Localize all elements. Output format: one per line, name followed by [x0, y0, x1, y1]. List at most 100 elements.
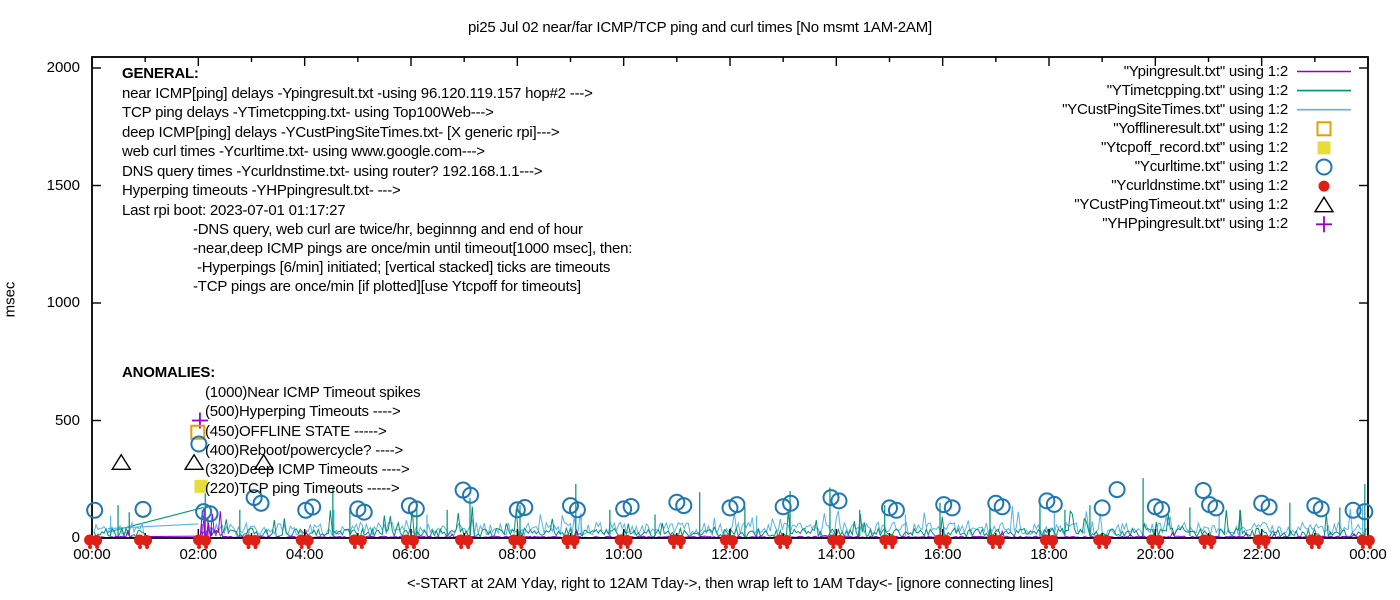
x-tick-label: 00:00: [73, 546, 111, 563]
dns-marker: [1202, 545, 1207, 549]
reboot-marker: [190, 435, 208, 453]
legend-label: "YHPpingresult.txt" using 1:2: [1102, 215, 1288, 233]
dns-marker: [671, 545, 676, 549]
connecting-line: [107, 523, 199, 530]
dns-marker: [200, 535, 212, 546]
web-curl-marker: [830, 492, 848, 510]
dns-marker: [1363, 535, 1375, 546]
dns-marker: [678, 545, 683, 549]
dns-marker: [459, 545, 464, 549]
web-curl-marker: [508, 501, 526, 519]
dns-marker: [781, 535, 793, 546]
web-curl-marker: [1108, 481, 1126, 499]
dns-marker: [1316, 545, 1321, 549]
web-curl-marker: [1260, 498, 1278, 516]
dns-marker: [1259, 535, 1271, 546]
web-curl-marker: [881, 499, 898, 517]
dns-marker: [204, 545, 209, 549]
legend-sample-square-filled: [1317, 141, 1331, 155]
y-tick-label: 0: [71, 529, 80, 546]
dns-marker: [1157, 545, 1162, 549]
note-line: -Hyperpings [6/min] initiated; [vertical…: [193, 259, 611, 276]
dns-marker: [883, 545, 888, 549]
chart-title: pi25 Jul 02 near/far ICMP/TCP ping and c…: [468, 19, 932, 36]
series-deep-icmp-line: [199, 505, 1367, 537]
y-axis-label: msec: [1, 281, 19, 318]
web-curl-marker: [935, 496, 953, 514]
dns-marker: [565, 545, 570, 549]
x-tick-label: 12:00: [711, 546, 749, 563]
dns-marker: [1100, 535, 1112, 546]
general-header: GENERAL:: [122, 65, 199, 82]
legend-sample-square-open: [1316, 121, 1332, 137]
dns-marker: [302, 535, 314, 546]
dns-marker: [625, 545, 630, 549]
web-curl-marker: [1194, 482, 1212, 500]
dns-marker: [1309, 545, 1314, 549]
web-curl-marker: [462, 486, 480, 504]
x-tick-label: 16:00: [923, 546, 962, 563]
dns-marker: [404, 545, 409, 549]
x-tick-label: 20:00: [1136, 546, 1175, 563]
dns-marker: [246, 545, 251, 549]
dns-marker: [197, 545, 202, 549]
dns-marker: [778, 545, 783, 549]
note-line: -DNS query, web curl are twice/hr, begin…: [193, 221, 583, 238]
dns-marker: [886, 535, 898, 546]
anomaly-line: (400)Reboot/powercycle? ---->: [205, 442, 404, 459]
offline-state-marker: [190, 424, 206, 440]
x-axis-label: <-START at 2AM Yday, right to 12AM Tday-…: [406, 575, 1054, 592]
deep-icmp-timeout-marker: [183, 453, 205, 470]
x-tick-label: 22:00: [1242, 546, 1281, 563]
general-line: TCP ping delays -YTimetcpping.txt- using…: [122, 104, 494, 121]
web-curl-marker: [252, 494, 270, 512]
web-curl-marker: [201, 505, 219, 523]
dns-marker: [726, 535, 738, 546]
dns-marker: [730, 545, 735, 549]
dns-marker: [253, 545, 258, 549]
y-tick-label: 2000: [46, 59, 80, 76]
note-line: -near,deep ICMP pings are once/min until…: [193, 240, 633, 257]
dns-marker: [1153, 535, 1165, 546]
dns-marker: [997, 545, 1002, 549]
dns-marker: [359, 545, 364, 549]
web-curl-marker: [993, 498, 1011, 516]
dns-marker: [1044, 545, 1048, 549]
y-tick-label: 500: [54, 411, 80, 429]
dns-marker: [785, 545, 790, 549]
dns-marker: [1051, 545, 1055, 549]
x-tick-label: 10:00: [604, 546, 643, 563]
series-deep-icmp-line: [93, 520, 145, 536]
dns-marker: [568, 535, 580, 546]
dns-marker: [1312, 535, 1324, 546]
dns-marker: [1367, 545, 1372, 549]
web-curl-marker: [887, 501, 905, 519]
general-line: near ICMP[ping] delays -Ypingresult.txt …: [122, 85, 593, 102]
x-tick-label: 18:00: [1030, 546, 1068, 563]
web-curl-marker: [728, 496, 746, 514]
legend-label: "YTimetcpping.txt" using 1:2: [1106, 81, 1288, 99]
general-line: Last rpi boot: 2023-07-01 01:17:27: [122, 202, 346, 219]
dns-marker: [138, 545, 143, 549]
general-line: DNS query times -Ycurldnstime.txt- using…: [122, 163, 543, 180]
web-curl-marker: [822, 489, 840, 507]
dns-marker: [1256, 545, 1261, 549]
web-curl-marker: [568, 501, 586, 519]
dns-marker: [940, 535, 952, 546]
dns-marker: [618, 545, 623, 549]
anomaly-line: (500)Hyperping Timeouts ---->: [205, 403, 401, 420]
dns-marker: [462, 535, 474, 546]
web-curl-marker: [622, 498, 640, 516]
web-curl-marker: [1045, 495, 1063, 513]
dns-marker: [834, 535, 846, 546]
legend-label: "Ycurldnstime.txt" using 1:2: [1111, 177, 1288, 195]
web-curl-marker: [782, 494, 800, 512]
web-curl-marker: [407, 500, 425, 518]
deep-icmp-timeout-marker: [110, 453, 132, 470]
dns-marker: [466, 545, 471, 549]
dns-marker: [621, 535, 633, 546]
web-curl-marker: [355, 503, 373, 521]
dns-marker: [249, 535, 261, 546]
dns-marker: [1263, 545, 1268, 549]
